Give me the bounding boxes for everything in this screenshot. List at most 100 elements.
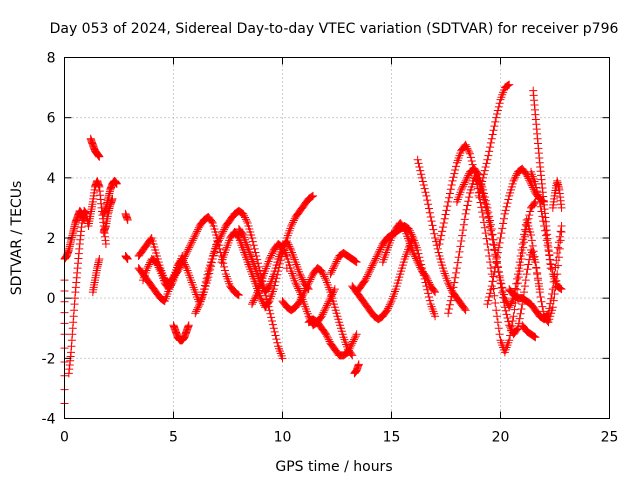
data-point [548,285,557,294]
data-point [282,237,291,246]
data-point [502,202,511,211]
y-tick-label: -2 [42,351,56,367]
data-point [154,263,163,272]
data-point [193,227,202,236]
data-point [185,243,194,252]
x-tick-label: 0 [60,430,69,446]
data-point [180,260,189,269]
data-point [317,267,326,276]
data-point [499,298,508,307]
data-point [191,309,200,318]
data-point [496,279,505,288]
data-point [503,81,512,90]
data-point [281,250,290,259]
data-point [348,351,357,360]
data-point [459,182,468,191]
data-point [487,134,496,143]
data-point [457,185,466,194]
data-point [514,264,523,273]
data-point [446,185,455,194]
data-point [508,317,517,326]
data-point [503,314,512,323]
data-point [534,194,543,203]
data-point [329,262,338,271]
data-point [293,282,302,291]
data-point [492,306,501,315]
y-tick-label: 2 [47,231,56,247]
data-point [445,193,454,202]
data-point [533,274,542,283]
data-point [374,249,383,258]
data-point [527,230,536,239]
data-point [462,205,471,214]
data-point [384,304,393,313]
data-point [531,179,540,188]
data-point [486,285,495,294]
data-point [463,144,472,153]
data-point [546,255,555,264]
data-point [454,253,463,262]
data-point [295,297,304,306]
data-point [266,309,275,318]
data-point [322,330,331,339]
data-point [307,193,316,202]
data-point [492,258,501,267]
data-point [457,237,466,246]
data-point [525,176,534,185]
data-point [251,292,260,301]
data-point [307,273,316,282]
data-point [532,183,541,192]
data-point [544,309,553,318]
series-t29 [483,164,549,309]
data-point [495,273,504,282]
data-point [555,283,564,292]
data-point [407,230,416,239]
data-point [535,285,544,294]
data-point [273,338,282,347]
data-point [445,304,454,313]
data-point [463,173,472,182]
data-point [437,231,446,240]
data-point [556,236,565,245]
data-point [515,314,524,323]
data-point [444,197,453,206]
data-point [460,178,469,187]
data-point [181,250,190,259]
data-point [513,279,522,288]
data-point [540,221,549,230]
data-point [329,264,338,273]
data-point [484,151,493,160]
data-point [220,225,229,234]
data-point [410,250,419,259]
data-point [414,159,423,168]
data-point [389,230,398,239]
data-point [250,244,259,253]
data-point [486,138,495,147]
data-point [431,234,440,242]
data-point [460,215,469,224]
data-point [424,204,433,213]
data-point [456,242,465,251]
data-point [329,286,338,295]
data-point [480,223,489,232]
data-point [282,264,291,273]
data-point [189,234,198,243]
data-point [451,166,460,175]
data-point [500,294,509,303]
data-point [302,282,311,291]
data-point [539,217,548,226]
data-point [193,305,202,314]
data-point [499,219,508,228]
x-tick-label: 15 [383,430,401,446]
data-point [479,170,488,179]
data-point [234,232,243,241]
data-point [551,263,560,272]
data-point [501,306,510,315]
data-point [487,224,496,233]
series-t12 [169,321,193,345]
data-point [505,321,514,330]
data-point [318,310,327,319]
data-point [521,276,530,285]
data-point [547,289,556,298]
data-point [368,261,377,270]
